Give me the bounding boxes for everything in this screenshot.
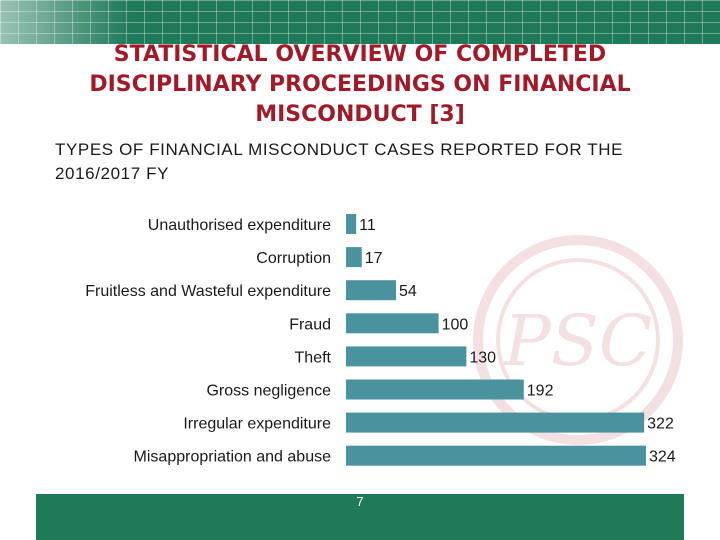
footer-band — [36, 494, 684, 540]
category-label: Fraud — [289, 316, 331, 333]
bar — [346, 247, 362, 268]
value-label: 100 — [442, 316, 469, 333]
category-label: Gross negligence — [206, 383, 331, 400]
category-label: Fruitless and Wasteful expenditure — [85, 283, 331, 300]
page-number: 7 — [356, 494, 364, 509]
category-label: Theft — [295, 349, 332, 366]
bar — [346, 313, 439, 334]
category-label: Irregular expenditure — [183, 416, 331, 433]
bar-chart: Unauthorised expenditure 11 Corruption 17 Fr… — [85, 214, 676, 466]
bars-layer: Unauthorised expenditure 11 Corruption 17 Fr… — [85, 214, 676, 466]
header-fade — [0, 0, 720, 44]
value-label: 130 — [469, 349, 496, 366]
category-label: Unauthorised expenditure — [148, 217, 331, 234]
watermark-text: PSC — [502, 300, 653, 382]
slide-title: STATISTICAL OVERVIEW OF COMPLETED DISCIP… — [89, 42, 631, 127]
psc-watermark-logo: PSC — [473, 235, 683, 445]
value-label: 17 — [365, 250, 383, 267]
bar — [346, 346, 467, 367]
bar — [346, 280, 396, 301]
value-label: 324 — [649, 449, 676, 466]
value-label: 11 — [359, 217, 376, 234]
value-label: 192 — [527, 383, 554, 400]
chart-title: TYPES OF FINANCIAL MISCONDUCT CASES REPO… — [55, 140, 624, 183]
bar — [346, 412, 645, 433]
category-label: Corruption — [256, 250, 331, 267]
category-label: Misappropriation and abuse — [134, 449, 332, 466]
value-label: 54 — [399, 283, 417, 300]
value-label: 322 — [647, 416, 674, 433]
bar — [346, 445, 646, 466]
bar — [346, 214, 357, 234]
bar — [346, 379, 524, 400]
